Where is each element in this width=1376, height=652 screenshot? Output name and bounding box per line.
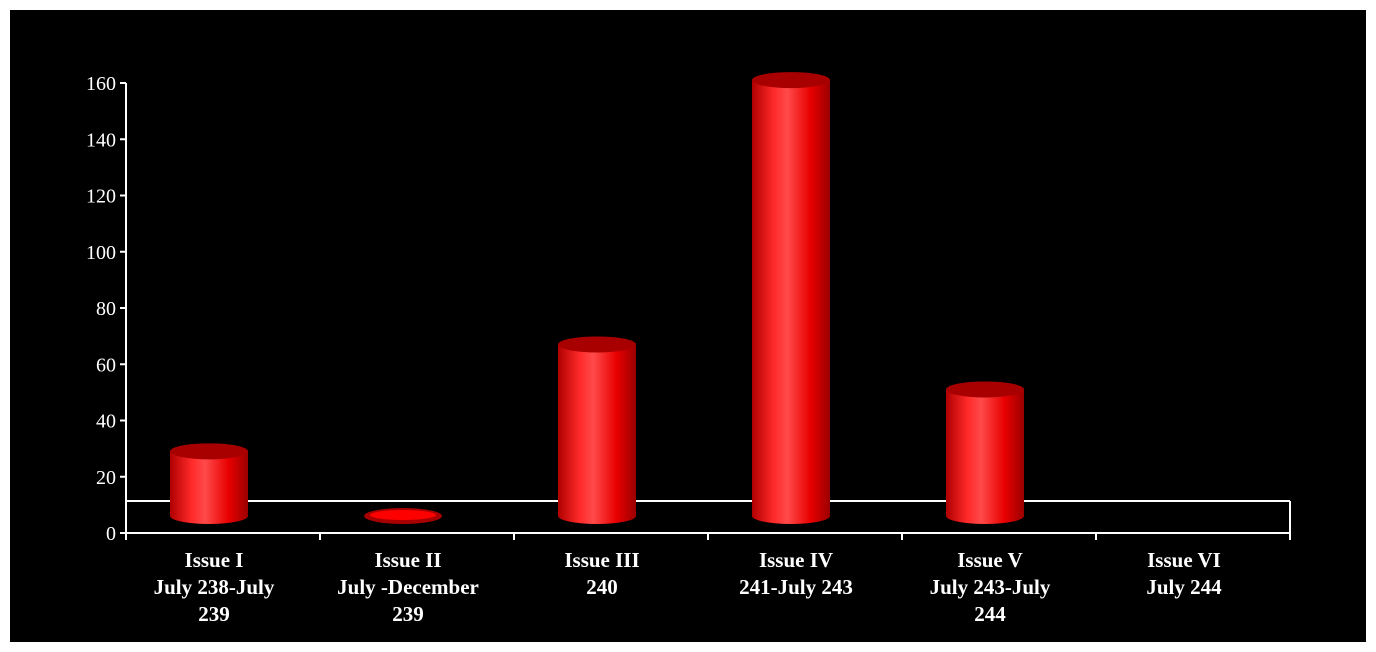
x-tick-label-line: Issue IV <box>759 548 833 572</box>
bar-body <box>170 451 248 524</box>
bar-body <box>946 389 1024 524</box>
y-tick-label: 140 <box>86 129 116 151</box>
x-tick-label-line: Issue V <box>957 548 1023 572</box>
y-tick-label: 20 <box>96 467 116 489</box>
x-tick-label: Issue VI July 244 <box>1146 548 1222 599</box>
bar-body <box>558 344 636 524</box>
x-tick-label-line: Issue II <box>374 548 441 572</box>
bar-body <box>752 80 830 524</box>
x-tick-label-line: Issue III <box>564 548 639 572</box>
bar-2 <box>364 508 442 524</box>
bar-3 <box>558 336 636 524</box>
plot-background <box>10 10 1366 642</box>
y-tick-label: 0 <box>106 523 116 545</box>
x-tick-label-line: 239 <box>392 602 424 626</box>
bar-top-cap <box>170 443 248 460</box>
bar-4 <box>752 72 830 524</box>
y-tick-label: 100 <box>86 242 116 264</box>
x-tick-label-line: July -December <box>337 575 479 599</box>
x-tick-label-line: July 243-July <box>930 575 1051 599</box>
x-tick-label: Issue II July -December 239 <box>337 548 479 626</box>
y-tick-label: 80 <box>96 298 116 320</box>
bar-5 <box>946 381 1024 524</box>
x-tick-label-line: Issue I <box>185 548 244 572</box>
x-tick-label: Issue III 240 <box>564 548 639 599</box>
y-tick-label: 60 <box>96 354 116 376</box>
x-tick-label-line: 239 <box>198 602 230 626</box>
y-tick-label: 160 <box>86 73 116 95</box>
bar-top-cap <box>558 336 636 353</box>
bar-1 <box>170 443 248 524</box>
y-tick-label: 40 <box>96 411 116 433</box>
y-tick-label: 120 <box>86 186 116 208</box>
x-tick-label-line: 244 <box>974 602 1006 626</box>
x-tick-label-line: July 244 <box>1146 575 1222 599</box>
x-tick-label-line: Issue VI <box>1147 548 1221 572</box>
x-tick-label-line: 241-July 243 <box>739 575 853 599</box>
bar-top-cap <box>946 381 1024 398</box>
x-tick-label: Issue V July 243-July 244 <box>930 548 1051 626</box>
bar-disc-highlight <box>370 510 436 520</box>
x-tick-label: Issue IV 241-July 243 <box>739 548 853 599</box>
x-tick-label: Issue I July 238-July 239 <box>154 548 275 626</box>
x-tick-label-line: 240 <box>586 575 618 599</box>
bar-top-cap <box>752 72 830 89</box>
x-tick-label-line: July 238-July <box>154 575 275 599</box>
